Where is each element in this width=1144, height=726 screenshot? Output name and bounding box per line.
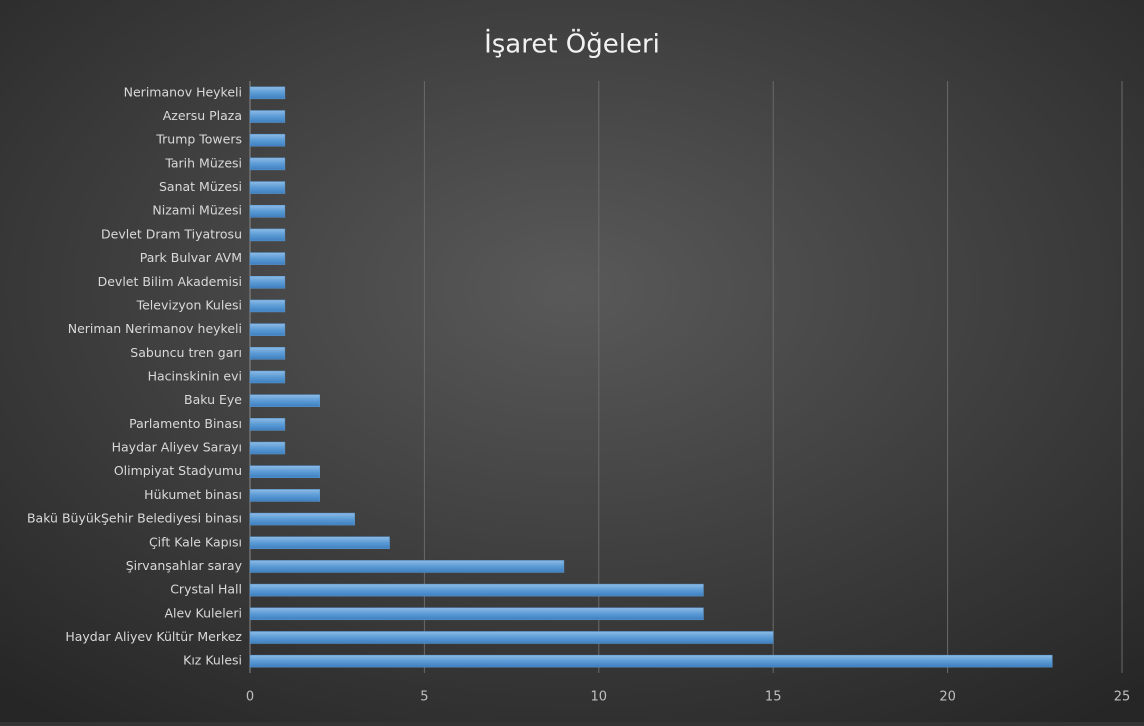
y-tick-label: Olimpiyat Stadyumu — [114, 463, 242, 478]
y-tick-label: Hükumet binası — [144, 487, 242, 502]
x-tick-label: 15 — [765, 690, 782, 705]
y-tick-label: Parlamento Binası — [129, 416, 242, 431]
bar — [249, 489, 321, 502]
y-tick-label: Nizami Müzesi — [152, 203, 242, 218]
x-tick-label: 10 — [591, 690, 608, 705]
y-tick-label: Sanat Müzesi — [159, 179, 242, 194]
bar — [249, 631, 774, 644]
y-tick-label: Televizyon Kulesi — [136, 297, 242, 312]
y-tick-label: Baku Eye — [184, 392, 242, 407]
y-tick-label: Hacinskinin evi — [148, 369, 242, 384]
bar — [249, 228, 286, 242]
x-tick-label: 0 — [246, 690, 254, 705]
bar — [249, 418, 286, 431]
bar — [249, 560, 565, 573]
bar — [249, 583, 704, 597]
bar — [249, 607, 704, 621]
y-tick-label: Haydar Aliyev Sarayı — [112, 440, 242, 455]
chart-title: İşaret Öğeleri — [484, 28, 660, 60]
y-tick-label: Şirvanşahlar saray — [126, 558, 243, 573]
x-tick-label: 5 — [420, 690, 428, 705]
bar — [249, 299, 286, 313]
y-tick-label: Azersu Plaza — [163, 108, 242, 123]
bar — [249, 465, 321, 478]
y-tick-label: Çift Kale Kapısı — [149, 534, 242, 549]
y-tick-label: Crystal Hall — [170, 582, 242, 597]
y-tick-label: Alev Kuleleri — [164, 605, 242, 620]
y-tick-label: Devlet Bilim Akademisi — [98, 274, 242, 289]
bar — [249, 394, 321, 407]
bar — [249, 347, 286, 360]
y-tick-label: Kız Kulesi — [183, 653, 242, 668]
bar — [249, 133, 286, 147]
x-tick-label: 25 — [1114, 690, 1131, 705]
bar — [249, 204, 286, 218]
bar — [249, 252, 286, 265]
x-tick-label: 20 — [939, 690, 956, 705]
bar — [249, 441, 286, 455]
bar — [249, 536, 390, 550]
bar — [249, 512, 355, 526]
bar — [249, 323, 286, 336]
y-tick-label: Trump Towers — [155, 132, 242, 147]
bar — [249, 276, 286, 289]
y-tick-label: Neriman Nerimanov heykeli — [68, 321, 242, 336]
bar — [249, 370, 286, 384]
y-tick-label: Bakü BüyükŞehir Belediyesi binası — [27, 511, 242, 526]
y-tick-label: Tarih Müzesi — [164, 155, 242, 170]
y-tick-label: Haydar Aliyev Kültür Merkez — [65, 629, 242, 644]
bar — [249, 86, 286, 100]
bar — [249, 157, 286, 171]
y-tick-label: Park Bulvar AVM — [140, 250, 242, 265]
bar — [249, 110, 286, 123]
y-tick-label: Sabuncu tren garı — [130, 345, 242, 360]
y-tick-label: Nerimanov Heykeli — [124, 84, 242, 99]
bar — [249, 654, 1053, 668]
y-tick-label: Devlet Dram Tiyatrosu — [101, 226, 242, 241]
bar — [249, 181, 286, 194]
